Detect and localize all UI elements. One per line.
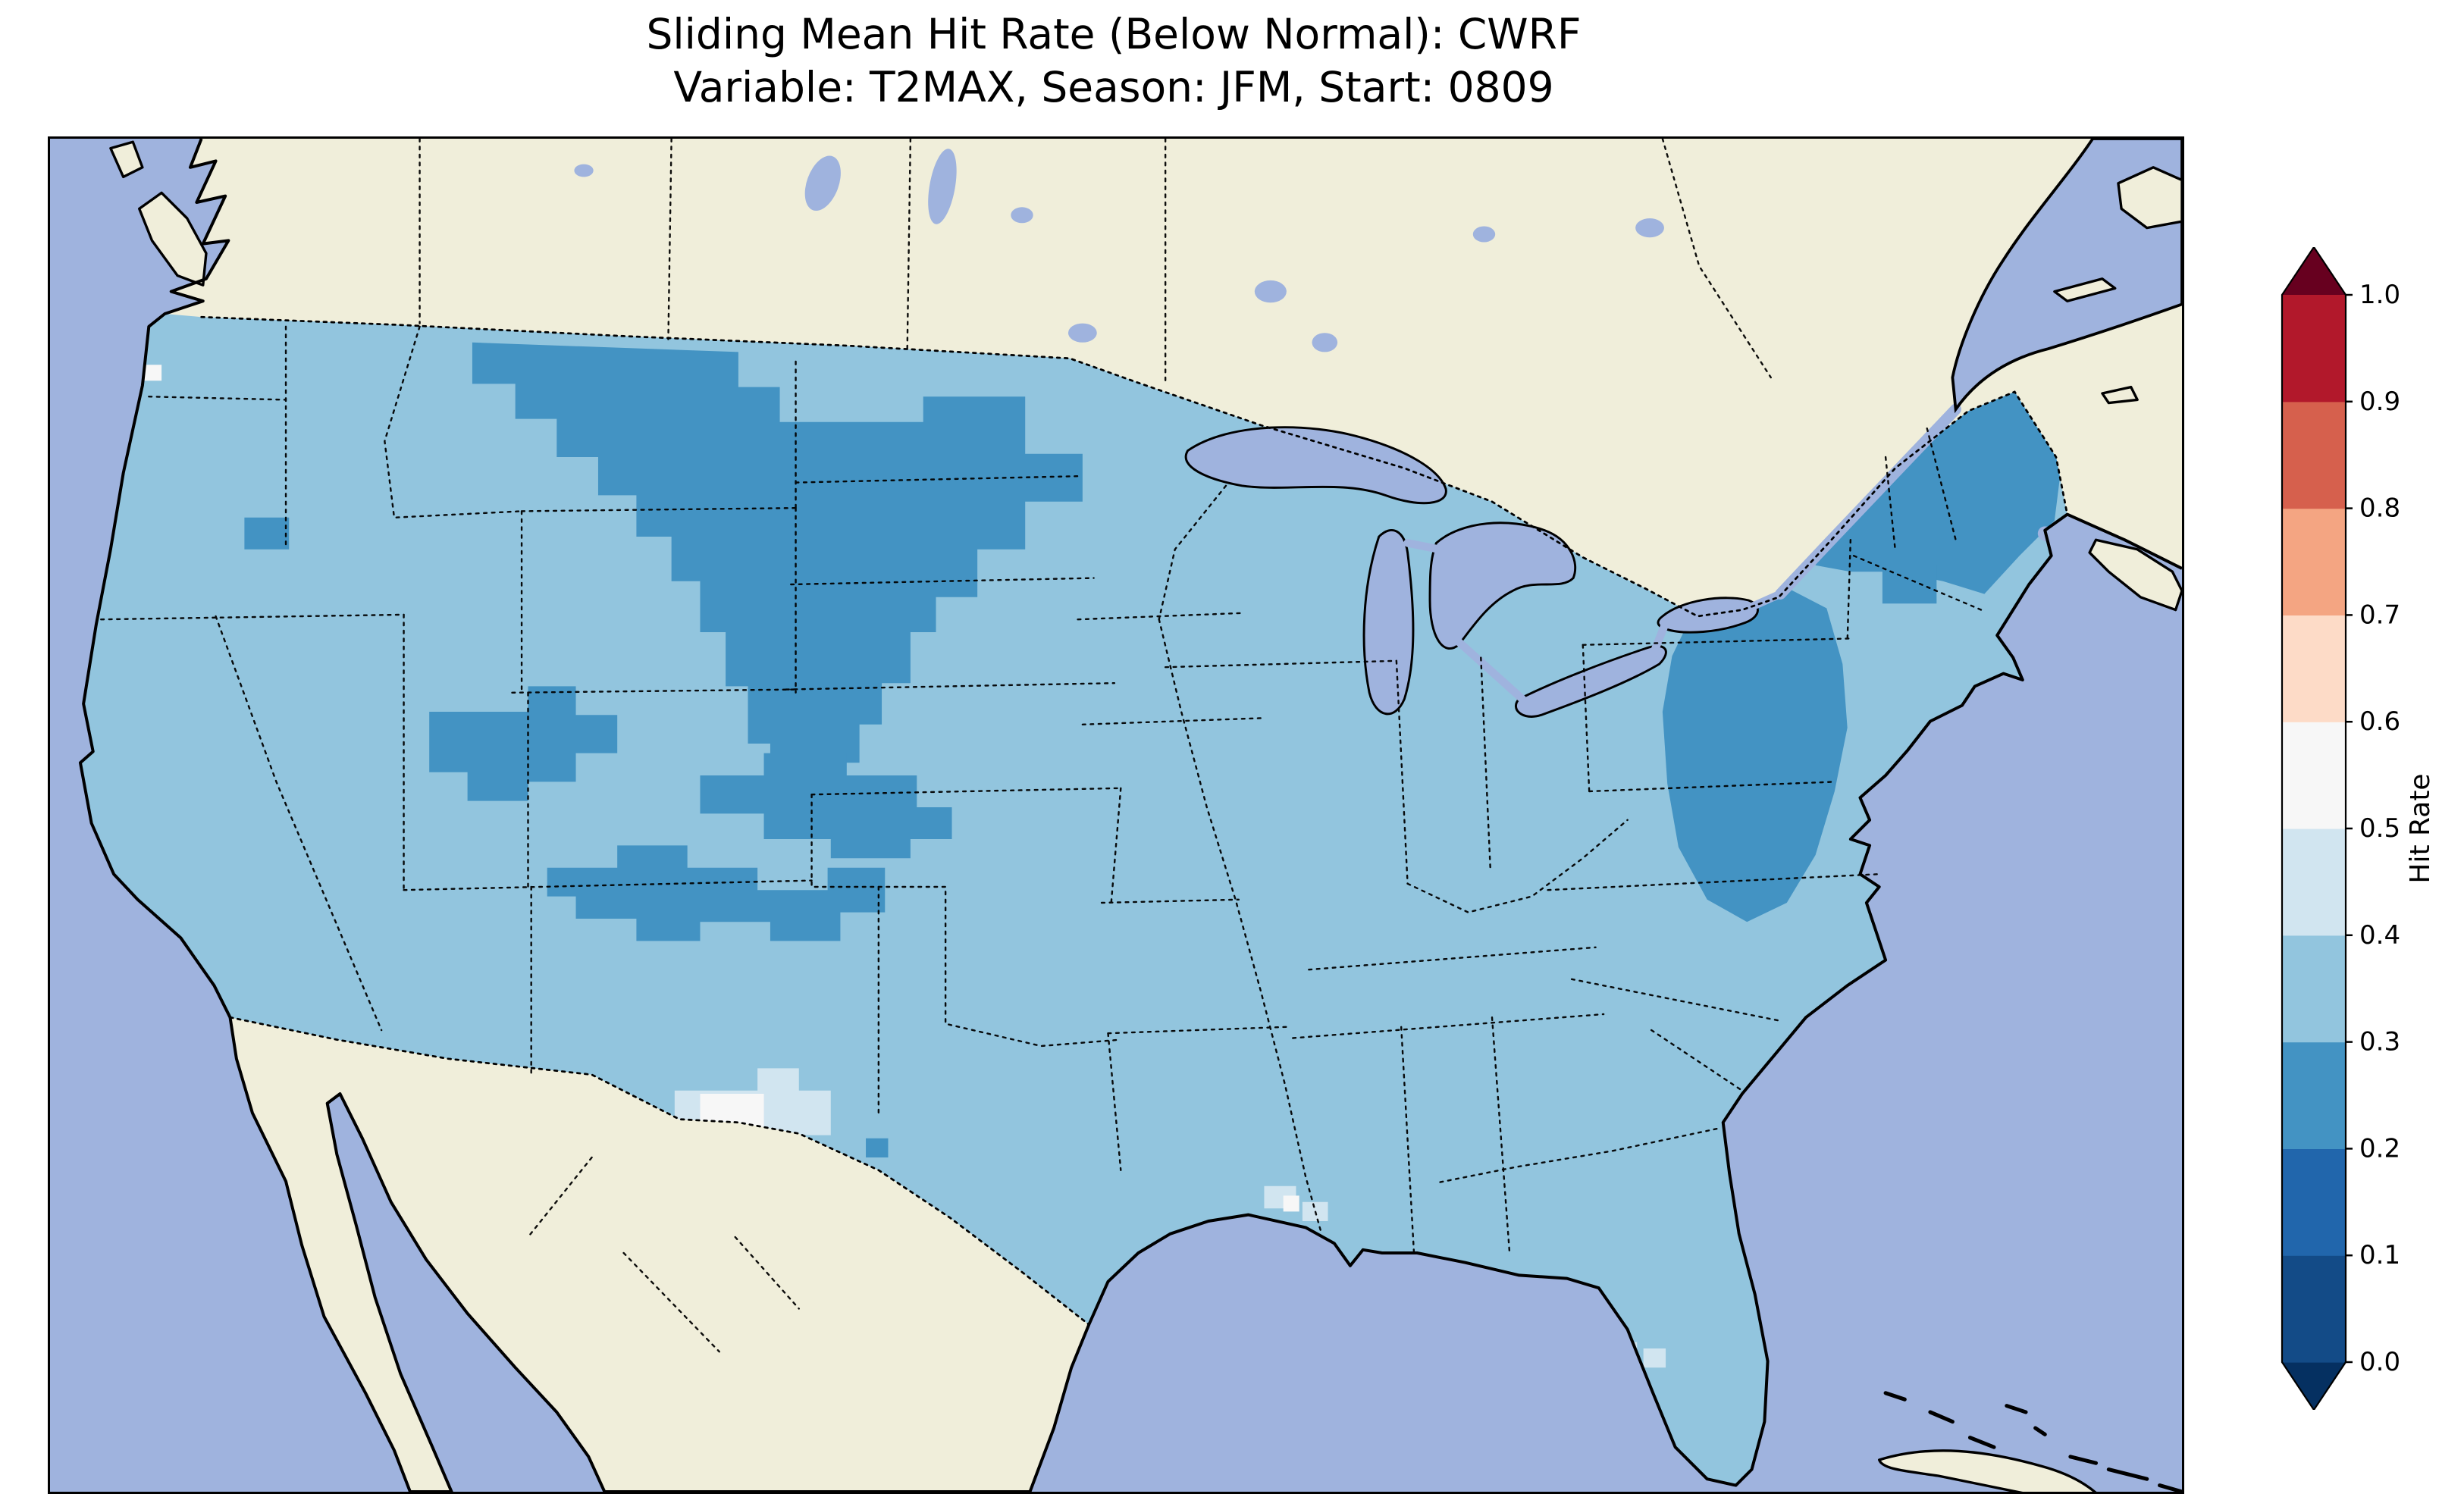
patch-texas-lone-cell [866, 1138, 889, 1157]
colorbar-tick-label: 0.9 [2359, 387, 2400, 417]
colorbar-segment-0.7-0.8 [2282, 508, 2346, 615]
colorbar-tick-label: 0.4 [2359, 920, 2400, 951]
us-mexico-border [229, 1016, 1090, 1326]
colorbar-tick-label: 0.2 [2359, 1133, 2400, 1164]
canadian-lakes [574, 149, 1664, 352]
islands [109, 140, 2182, 1492]
colorbar-tick-label: 0.3 [2359, 1027, 2400, 1057]
patch-idaho-nevada-spot [244, 517, 290, 550]
province-borders [419, 139, 1772, 1353]
colorbar-segment-0.4-0.5 [2282, 828, 2346, 936]
patch-mid-atlantic [1662, 587, 1848, 922]
haida-gwaii [109, 140, 144, 179]
us-hit-rate-map [50, 139, 2182, 1492]
colorbar-tick-label: 0.6 [2359, 706, 2400, 737]
colorbar-under-arrow [2282, 1362, 2346, 1410]
hit-rate-patches-low [244, 342, 2061, 1157]
patch-new-england [1815, 352, 2061, 594]
state-borders [100, 325, 1983, 1254]
colorbar-tick-label: 0.5 [2359, 813, 2400, 844]
colorbar-segment-0.9-1.0 [2282, 295, 2346, 402]
canada-lake-3 [1254, 280, 1287, 303]
lake-connectors [1403, 539, 1785, 703]
patch-northern-plains-band [472, 342, 1083, 788]
colorbar-segment-0.8-0.9 [2282, 401, 2346, 509]
cuba [1878, 1449, 2097, 1492]
patch-four-corners-band [547, 845, 886, 941]
colorbar-axis-label: Hit Rate [2405, 773, 2436, 883]
canada-lake-5 [1635, 218, 1664, 238]
canada-lake-2 [1011, 207, 1033, 224]
lake-of-the-woods [1067, 323, 1097, 343]
colorbar-over-arrow [2282, 247, 2346, 295]
colorbar-segment-0.5-0.6 [2282, 722, 2346, 829]
colorbar-tick-label: 1.0 [2359, 280, 2400, 310]
canada-lake-7 [1472, 226, 1496, 243]
figure-title-line1: Sliding Mean Hit Rate (Below Normal): CW… [646, 10, 1582, 58]
prince-edward-island [2101, 385, 2139, 405]
us-hit-rate-field [80, 314, 2067, 1486]
patch-utah-nw-colorado [429, 686, 618, 801]
coastline [78, 139, 2182, 1492]
colorbar-segment-0.0-0.1 [2282, 1255, 2346, 1363]
colorbar-tick-label: 0.8 [2359, 493, 2400, 524]
canada-lake-4 [1312, 333, 1338, 352]
patch-louisiana-core [1283, 1195, 1299, 1212]
colorbar-tick-label: 0.1 [2359, 1240, 2400, 1270]
patch-washington-coast-cell [142, 365, 162, 381]
patch-central-colorado [700, 753, 952, 859]
colorbar-svg: 0.0 0.1 0.2 0.3 0.4 0.5 0.6 0.7 0.8 0.9 1.0 Hit Rat… [2281, 246, 2436, 1411]
lake-michigan [1362, 528, 1415, 716]
patch-south-florida-b [1643, 1348, 1666, 1368]
map-panel [48, 136, 2184, 1494]
antilles-chain [2068, 1455, 2182, 1492]
colorbar-segment-0.1-0.2 [2282, 1148, 2346, 1256]
bahamas-chain [1883, 1391, 2047, 1449]
newfoundland [2117, 166, 2182, 230]
colorbar-segment-0.6-0.7 [2282, 615, 2346, 722]
figure-title-line2: Variable: T2MAX, Season: JFM, Start: 080… [673, 63, 1554, 111]
anticosti-island [2053, 277, 2117, 302]
us-canada-border [200, 315, 2069, 618]
colorbar-segment-0.2-0.3 [2282, 1041, 2346, 1149]
lake-erie [1514, 644, 1667, 718]
lake-winnipeg [928, 149, 957, 224]
figure-title: Sliding Mean Hit Rate (Below Normal): CW… [48, 9, 2180, 112]
canada-lake-1 [804, 155, 841, 211]
hit-rate-patches [142, 342, 2061, 1368]
patch-hudson-valley [1882, 565, 1937, 604]
lake-superior [1184, 426, 1447, 505]
colorbar-tick-label: 0.0 [2359, 1347, 2400, 1377]
colorbar: 0.0 0.1 0.2 0.3 0.4 0.5 0.6 0.7 0.8 0.9 1.0 Hit Rat… [2267, 246, 2464, 1411]
colorbar-segment-0.3-0.4 [2282, 935, 2346, 1043]
nova-scotia [2088, 538, 2182, 612]
vancouver-island [138, 191, 208, 287]
canada-lake-6 [574, 164, 594, 177]
colorbar-tick-label: 0.7 [2359, 600, 2400, 630]
great-lakes [1184, 426, 1785, 718]
